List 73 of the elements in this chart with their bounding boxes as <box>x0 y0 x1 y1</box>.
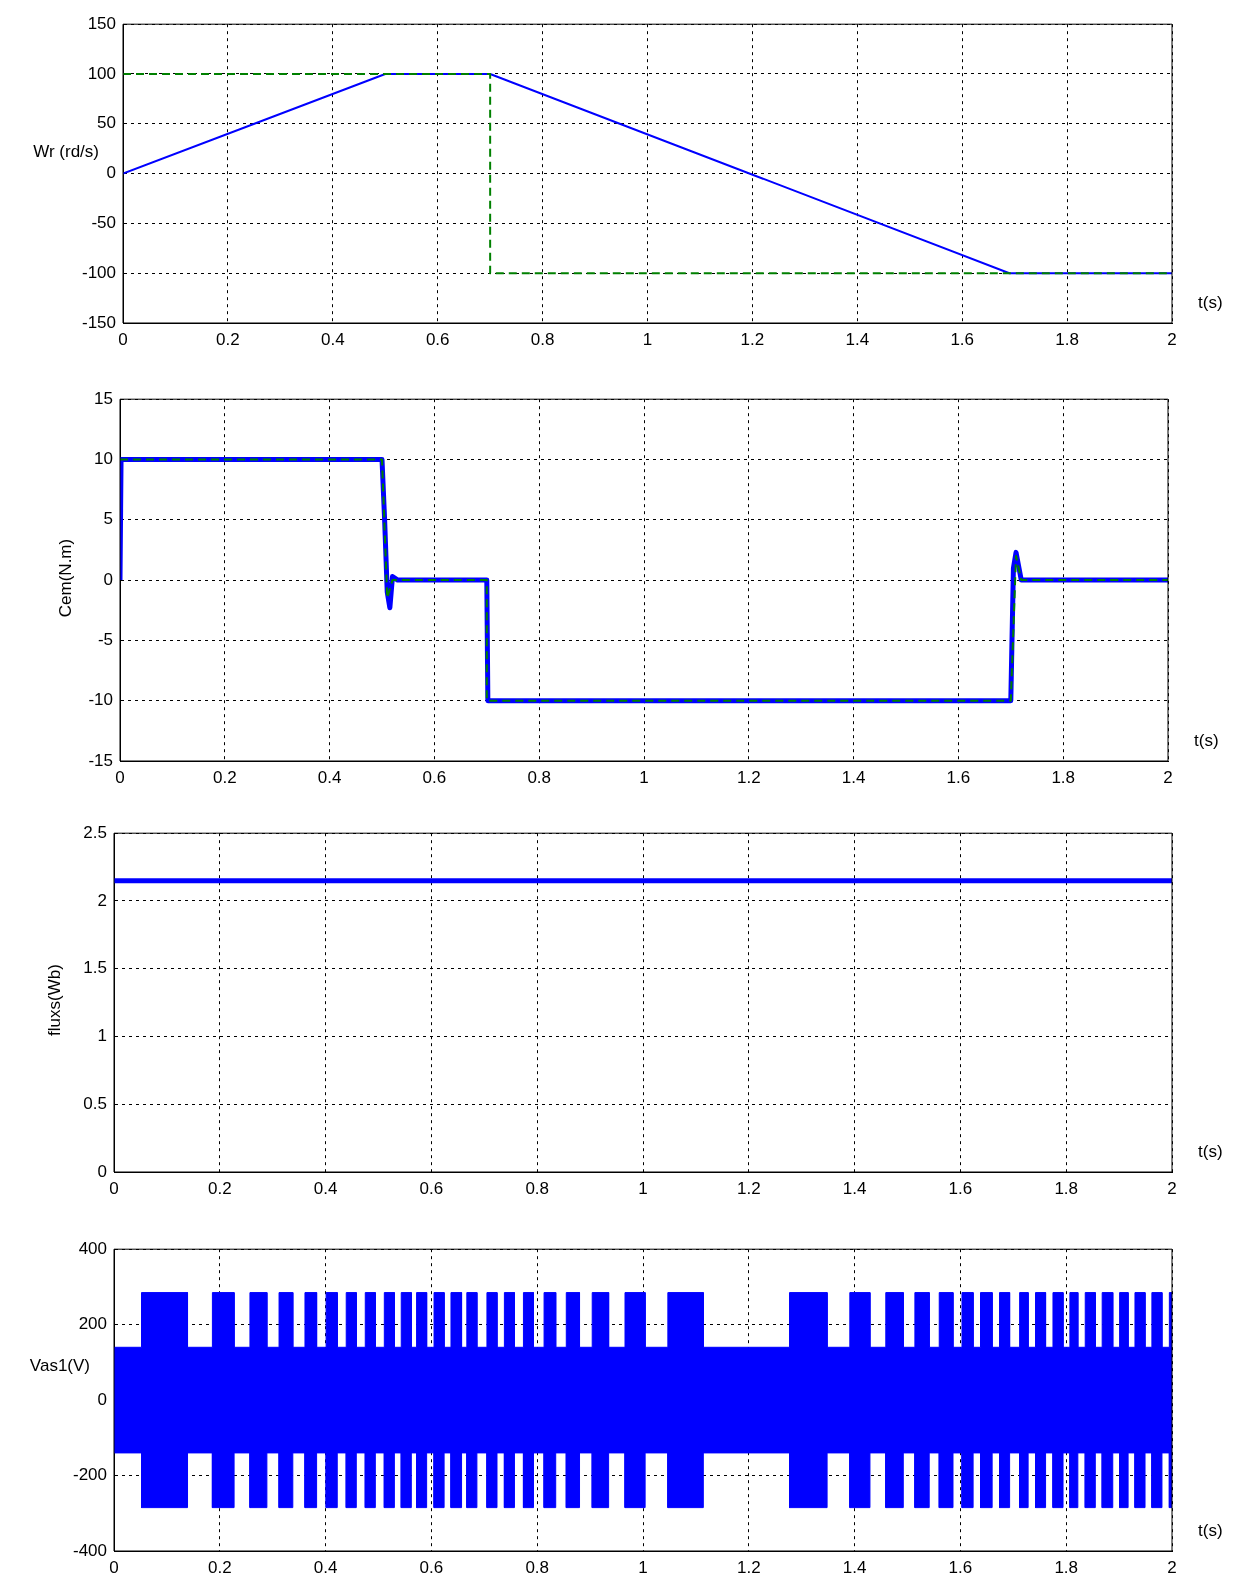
y-tick-label: 10 <box>94 449 113 469</box>
y-tick-label: 150 <box>87 13 116 33</box>
x-tick-label: 0.4 <box>313 1557 338 1577</box>
y-tick-label: 0 <box>97 1389 107 1409</box>
x-tick-label: 1.8 <box>1054 1557 1079 1577</box>
x-tick-label: 1.6 <box>948 1557 973 1577</box>
x-tick-label: 1.4 <box>841 767 866 787</box>
x-tick-label: 1 <box>638 1557 648 1577</box>
x-tick-label: 0.2 <box>212 767 237 787</box>
y-tick-label: 2 <box>97 890 107 910</box>
x-axis-title: t(s) <box>1198 293 1223 313</box>
x-tick-label: 1 <box>639 767 649 787</box>
x-tick-label: 1.8 <box>1054 1178 1079 1198</box>
x-tick-label: 0.4 <box>313 1178 338 1198</box>
x-tick-label: 1.6 <box>950 329 975 349</box>
y-tick-label: 15 <box>94 388 113 408</box>
x-tick-label: 1.4 <box>842 1178 867 1198</box>
x-tick-label: 1.2 <box>736 1178 761 1198</box>
x-tick-label: 1 <box>638 1178 648 1198</box>
y-tick-label: -5 <box>97 630 113 650</box>
y-tick-label: 0.5 <box>83 1093 107 1113</box>
y-tick-label: 200 <box>78 1314 107 1334</box>
y-tick-label: 5 <box>103 509 113 529</box>
x-axis-title: t(s) <box>1198 1142 1223 1162</box>
y-axis-title: Cem(N.m) <box>56 538 76 617</box>
x-tick-label: 1.2 <box>736 767 761 787</box>
x-tick-label: 1.4 <box>845 329 870 349</box>
y-tick-label: -150 <box>81 312 116 332</box>
x-tick-label: 0.6 <box>425 329 450 349</box>
x-tick-label: 0.2 <box>207 1557 232 1577</box>
y-axis-title: Vas1(V) <box>29 1355 90 1376</box>
x-axis-title: t(s) <box>1198 1521 1223 1541</box>
x-tick-label: 2 <box>1167 1178 1177 1198</box>
x-tick-label: 1.8 <box>1055 329 1079 349</box>
x-tick-label: 0.2 <box>216 329 240 349</box>
x-tick-label: 1.2 <box>736 1557 761 1577</box>
x-tick-label: 0.8 <box>530 329 555 349</box>
y-tick-label: 50 <box>97 113 116 133</box>
x-tick-label: 0.6 <box>419 1557 444 1577</box>
y-tick-label: 2.5 <box>83 822 107 842</box>
y-tick-label: 0 <box>97 1161 107 1181</box>
x-tick-label: 0.6 <box>419 1178 444 1198</box>
y-tick-label: -400 <box>72 1540 107 1560</box>
y-tick-label: 0 <box>106 163 116 183</box>
y-tick-label: -15 <box>88 750 113 770</box>
x-tick-label: 1.4 <box>842 1557 867 1577</box>
x-tick-label: 0.6 <box>422 767 447 787</box>
x-axis-title: t(s) <box>1194 731 1219 751</box>
x-tick-label: 1.8 <box>1051 767 1076 787</box>
x-tick-label: 0.4 <box>317 767 342 787</box>
y-axis-title: Wr (rd/s) <box>33 141 99 162</box>
y-tick-label: 100 <box>87 63 116 83</box>
x-tick-label: 0.8 <box>525 1178 550 1198</box>
y-axis-title: fluxs(Wb) <box>45 964 65 1036</box>
x-tick-label: 2 <box>1163 767 1173 787</box>
x-tick-label: 1 <box>642 329 653 349</box>
y-tick-label: -100 <box>81 262 116 282</box>
x-tick-label: 1.6 <box>948 1178 973 1198</box>
y-tick-label: 0 <box>103 569 113 589</box>
y-tick-label: -10 <box>88 690 113 710</box>
x-tick-label: 2 <box>1167 329 1177 349</box>
y-tick-label: 1 <box>97 1026 107 1046</box>
x-tick-label: 0.8 <box>527 767 552 787</box>
x-tick-label: 2 <box>1167 1557 1177 1577</box>
y-tick-label: -200 <box>72 1465 107 1485</box>
x-tick-label: 1.2 <box>740 329 765 349</box>
x-tick-label: 0.2 <box>207 1178 232 1198</box>
x-tick-label: 0.8 <box>525 1557 550 1577</box>
y-tick-label: 1.5 <box>83 958 107 978</box>
y-tick-label: -50 <box>91 213 116 233</box>
x-tick-label: 1.6 <box>946 767 971 787</box>
x-tick-label: 0.4 <box>320 329 345 349</box>
y-tick-label: 400 <box>78 1238 107 1258</box>
